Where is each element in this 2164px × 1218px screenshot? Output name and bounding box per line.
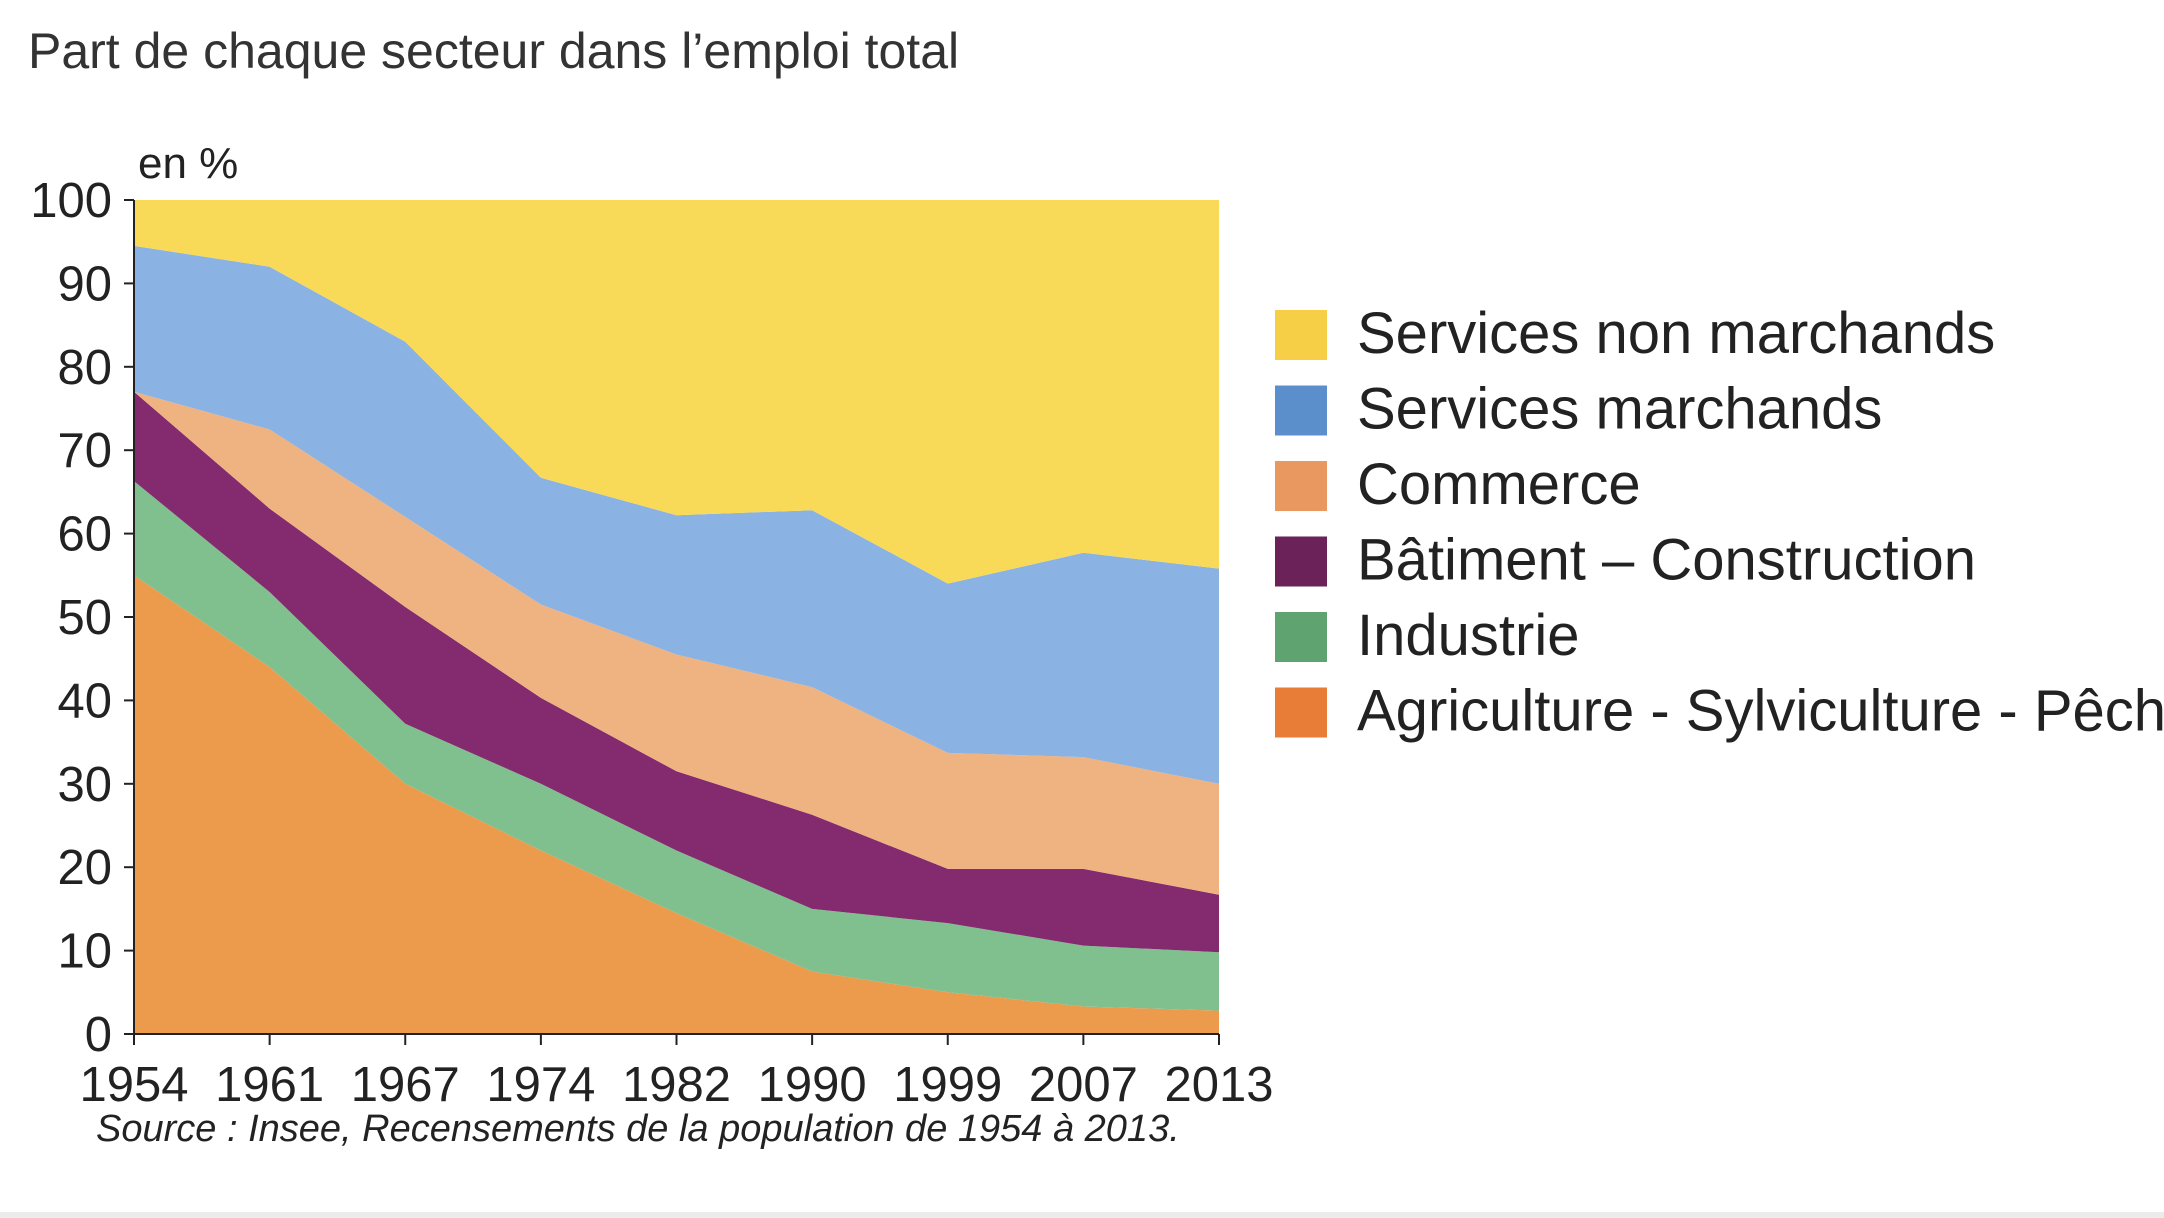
y-tick-label: 20 [57, 841, 112, 895]
legend-label: Commerce [1357, 452, 1641, 517]
y-tick-label: 70 [57, 424, 112, 478]
y-axis-unit: en % [138, 139, 238, 188]
stacked-areas [134, 200, 1219, 1034]
legend-item-batiment-construction: Bâtiment – Construction [1275, 528, 1976, 593]
area-batiment-construction [134, 391, 1219, 953]
legend-swatch [1275, 461, 1327, 511]
y-tick-label: 30 [57, 758, 112, 812]
area-services-non-marchands [134, 200, 1219, 584]
bottom-divider [0, 1212, 2164, 1218]
legend-label: Bâtiment – Construction [1357, 528, 1976, 593]
legend-label: Services marchands [1357, 377, 1882, 442]
legend-swatch [1275, 536, 1327, 587]
legend-label: Agriculture - Sylviculture - Pêche [1357, 679, 2164, 744]
area-commerce [134, 391, 1219, 895]
legend-swatch [1275, 385, 1327, 436]
legend-label: Services non marchands [1357, 301, 1995, 366]
y-tick-label: 50 [57, 591, 112, 645]
x-tick-label: 1954 [79, 1058, 188, 1112]
legend-swatch [1275, 612, 1327, 662]
legend-item-commerce: Commerce [1275, 452, 1641, 517]
legend-item-agriculture-sylviculture-peche: Agriculture - Sylviculture - Pêche [1275, 679, 2164, 744]
y-tick-label: 100 [30, 174, 112, 228]
legend-item-services-marchands: Services marchands [1275, 377, 1882, 442]
y-tick-label: 40 [57, 674, 112, 728]
y-tick-label: 60 [57, 508, 112, 562]
x-tick-label: 1982 [622, 1058, 731, 1112]
x-tick-label: 1990 [758, 1058, 867, 1112]
y-tick-label: 90 [57, 257, 112, 311]
legend-item-services-non-marchands: Services non marchands [1275, 301, 1995, 366]
axes: 0 10 20 30 40 50 60 70 80 90 100 en % 1954 1961 1967 19… [30, 139, 1273, 1112]
y-tick-label: 80 [57, 341, 112, 395]
chart-title: Part de chaque secteur dans l’emploi tot… [28, 23, 960, 79]
area-agriculture-sylviculture-peche [134, 575, 1219, 1034]
legend-label: Industrie [1357, 603, 1579, 668]
x-tick-label: 1999 [893, 1058, 1002, 1112]
y-tick-label: 10 [57, 925, 112, 979]
y-tick-label: 0 [85, 1008, 112, 1062]
x-tick-label: 2007 [1029, 1058, 1138, 1112]
legend: Services non marchands Services marchands… [1275, 301, 2164, 744]
area-industrie [134, 481, 1219, 1011]
legend-swatch [1275, 310, 1327, 360]
source-note: Source : Insee, Recensements de la popul… [96, 1108, 1180, 1150]
x-tick-label: 1967 [351, 1058, 460, 1112]
legend-item-industrie: Industrie [1275, 603, 1579, 668]
area-services-marchands [134, 245, 1219, 784]
legend-swatch [1275, 687, 1327, 738]
x-tick-label: 1974 [486, 1058, 595, 1112]
x-tick-label: 2013 [1164, 1058, 1273, 1112]
x-tick-label: 1961 [215, 1058, 324, 1112]
